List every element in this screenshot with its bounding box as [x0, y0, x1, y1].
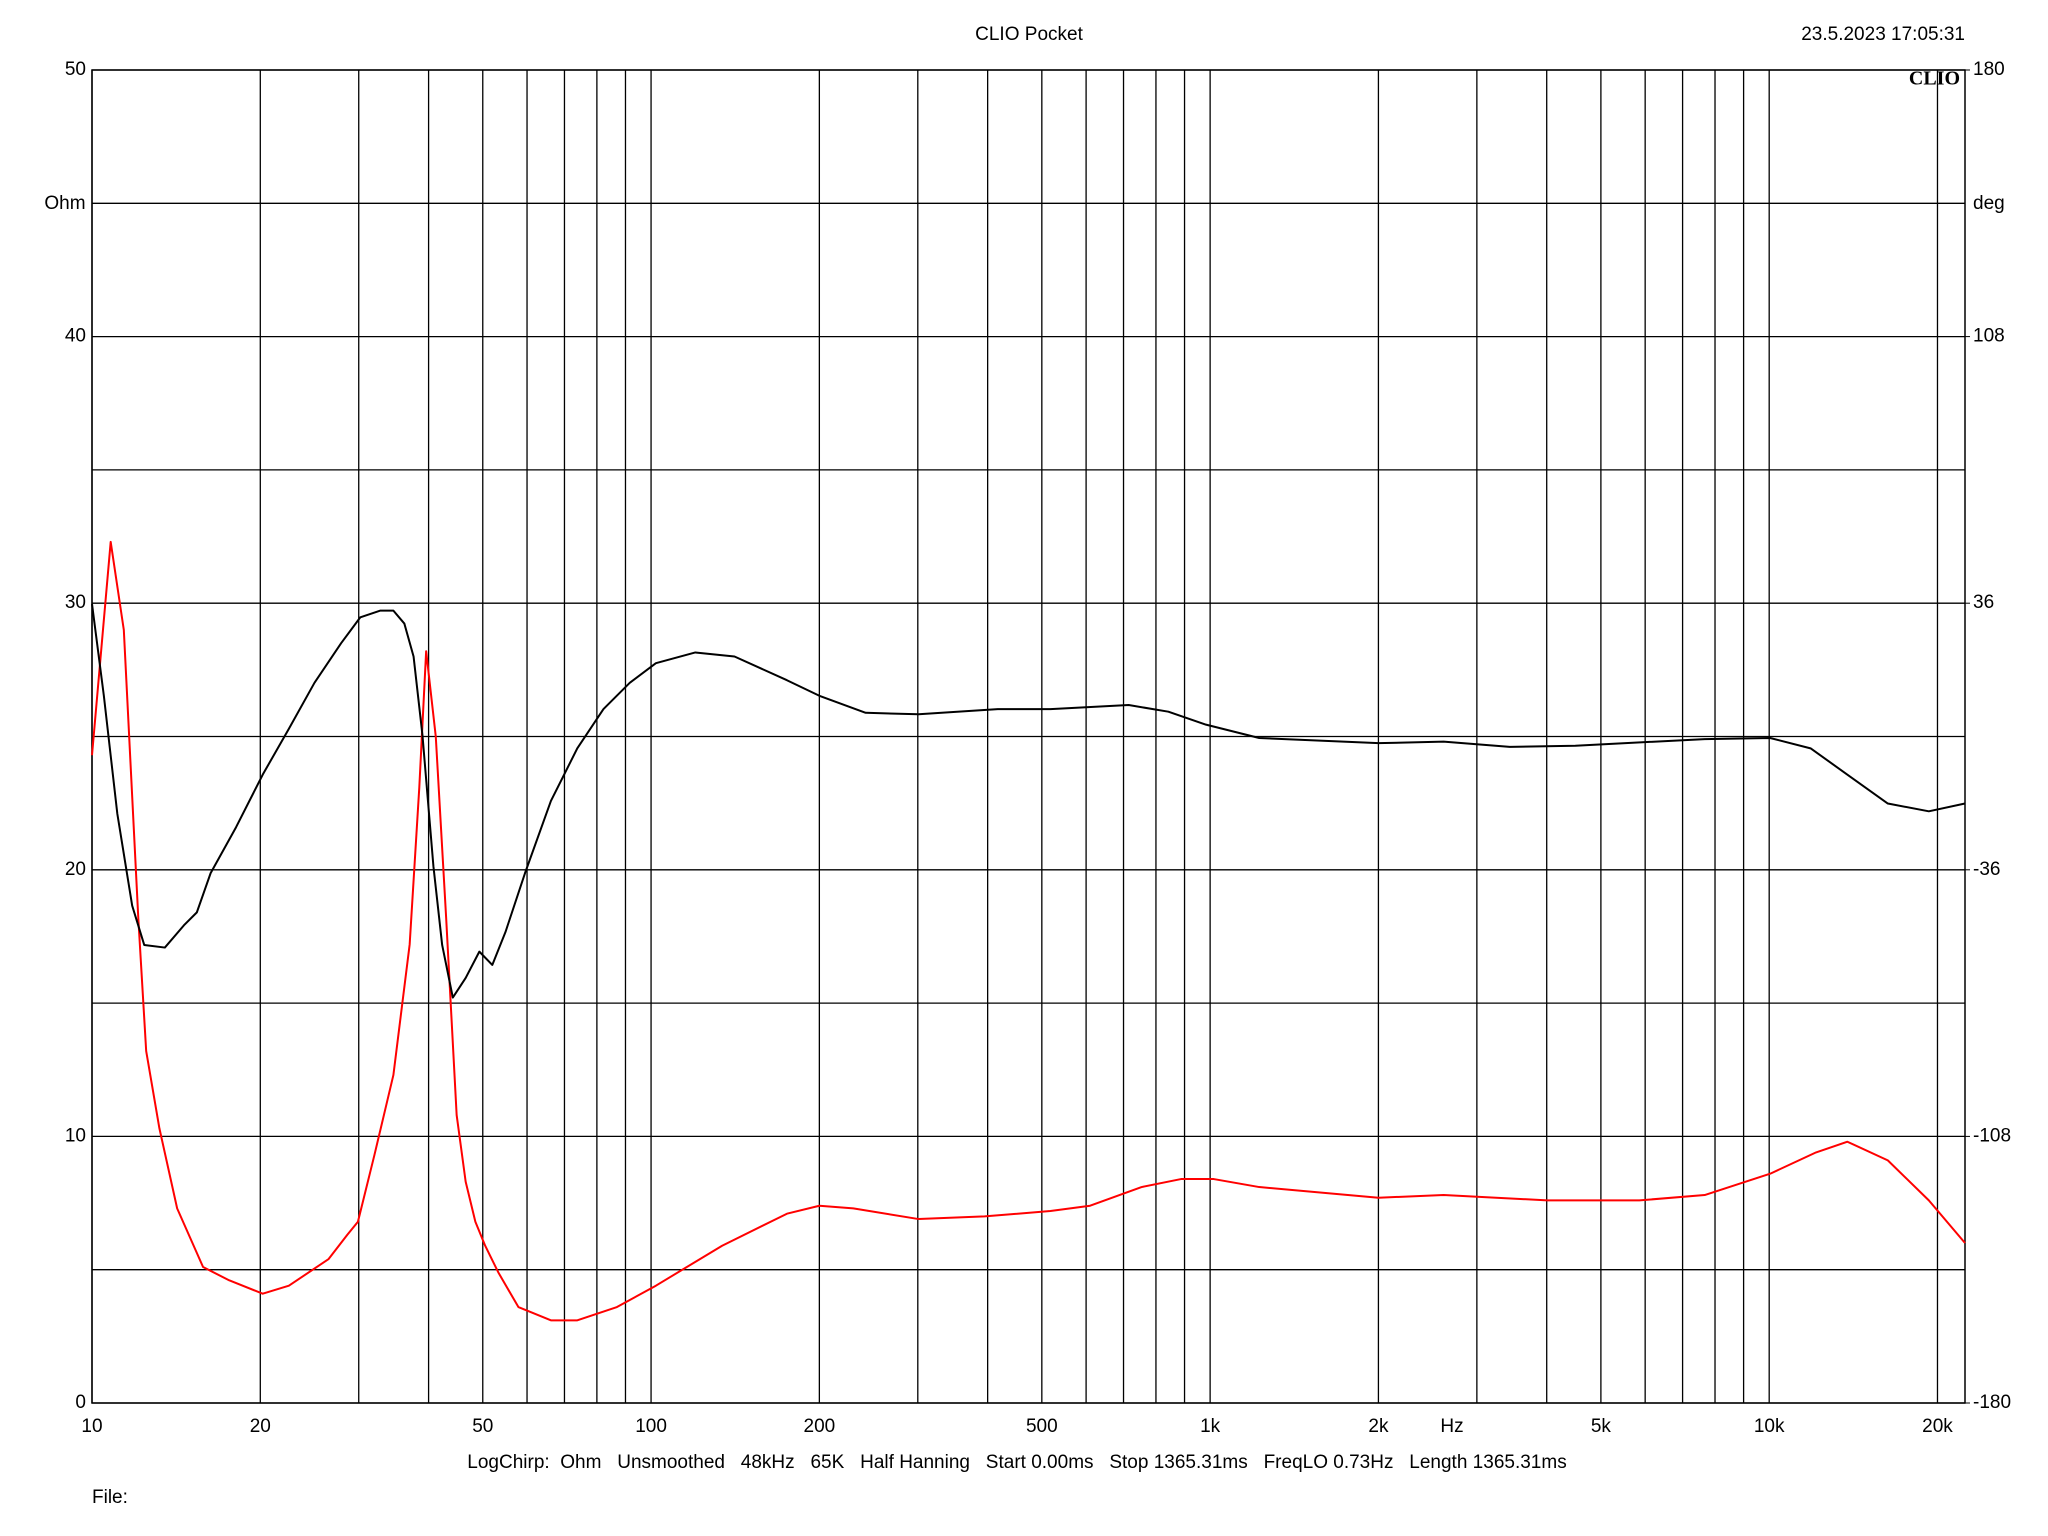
x-tick-label: 1k [1200, 1416, 1221, 1437]
y2-tick-label: 180 [1973, 59, 2005, 80]
y-tick-label: 30 [65, 592, 86, 613]
y-axis-label: Ohm [44, 193, 85, 214]
x-tick-label: 200 [804, 1416, 836, 1437]
y2-tick-label: -108 [1973, 1125, 2011, 1146]
y2-axis-label: deg [1973, 193, 2005, 214]
y-tick-label: 50 [65, 59, 86, 80]
y2-tick-label: 108 [1973, 326, 2005, 347]
chart-title: CLIO Pocket [975, 24, 1083, 45]
y-tick-label: 40 [65, 326, 86, 347]
x-axis-label: Hz [1440, 1416, 1463, 1437]
timestamp: 23.5.2023 17:05:31 [1801, 24, 1965, 45]
x-tick-label: 20 [250, 1416, 271, 1437]
y2-tick-label: -180 [1973, 1392, 2011, 1413]
y-tick-label: 0 [75, 1392, 86, 1413]
series-line [91, 540, 1966, 1322]
x-tick-label: 2k [1368, 1416, 1389, 1437]
x-tick-label: 10 [81, 1416, 102, 1437]
y-tick-label: 20 [65, 859, 86, 880]
file-label: File: [92, 1487, 128, 1508]
x-tick-label: 10k [1754, 1416, 1785, 1437]
logo: CLIO [1909, 68, 1960, 90]
y-tick-label: 10 [65, 1125, 86, 1146]
x-tick-label: 100 [635, 1416, 667, 1437]
x-tick-label: 20k [1922, 1416, 1953, 1437]
series-line [91, 603, 1966, 999]
x-tick-label: 500 [1026, 1416, 1058, 1437]
y2-tick-label: 36 [1973, 592, 1994, 613]
y2-tick-label: -36 [1973, 859, 2000, 880]
plot-frame [91, 69, 1966, 1404]
x-tick-label: 50 [472, 1416, 493, 1437]
footer: LogChirp: Ohm Unsmoothed 48kHz 65K Half … [467, 1452, 1566, 1473]
x-tick-label: 5k [1591, 1416, 1612, 1437]
